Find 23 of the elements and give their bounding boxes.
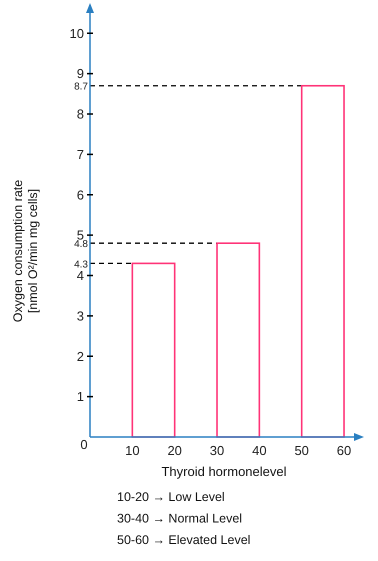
ref-line-label: 8.7 (74, 82, 88, 93)
x-tick-label: 40 (252, 443, 267, 458)
y-tick-label: 9 (76, 66, 84, 82)
y-tick-label: 6 (76, 187, 84, 202)
y-tick-label: 4 (76, 268, 84, 284)
y-tick-label: 3 (76, 308, 84, 324)
y-tick-label: 7 (76, 146, 84, 162)
y-tick-label: 0 (80, 437, 88, 452)
ref-line-label: 4.3 (74, 259, 88, 270)
y-axis-title: Oxygen consumption rate [nmol O²/min mg cells] (11, 180, 40, 322)
y-tick-label: 1 (76, 389, 84, 404)
text: 10-20 → Low Level (117, 490, 225, 504)
x-tick-label: 60 (336, 443, 352, 458)
y-tick-label: 2 (76, 348, 84, 364)
x-tick-label: 20 (167, 443, 182, 458)
y-tick-label: 8 (76, 106, 84, 122)
y-tick-label: 10 (70, 26, 84, 41)
text: 30-40 → Normal Level (117, 512, 242, 526)
x-tick-label: 50 (294, 443, 309, 458)
x-tick-label: 30 (210, 443, 224, 458)
text: 50-60 → Elevated Level (117, 533, 250, 547)
x-tick-label: 10 (125, 443, 140, 458)
x-axis-title: Thyroid hormonelevel (161, 464, 287, 479)
